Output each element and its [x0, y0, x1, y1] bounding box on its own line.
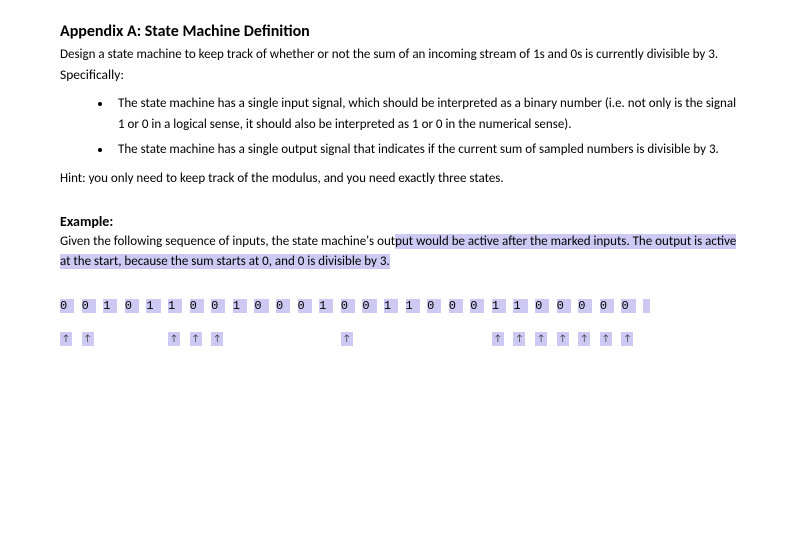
output-marker-cell: ↑ — [341, 327, 363, 343]
sequence-bit: 0 — [362, 298, 384, 314]
sequence-bit: 0 — [470, 298, 492, 314]
output-marker-cell — [406, 327, 428, 343]
intro-text-tail: Specifically: — [60, 66, 124, 83]
output-marker-cell — [319, 327, 341, 343]
appendix-title: Appendix A: State Machine Definition — [60, 22, 738, 41]
active-marker-icon: ↑ — [557, 332, 569, 346]
sequence-bit: 1 — [103, 298, 125, 314]
output-marker-cell — [125, 327, 147, 343]
active-marker-icon: ↑ — [60, 332, 72, 346]
sequence-bit: 0 — [341, 298, 363, 314]
sequence-bit: 1 — [513, 298, 535, 314]
sequence-bit: 0 — [621, 298, 643, 314]
sequence-bit: 1 — [384, 298, 406, 314]
output-marker-cell — [449, 327, 471, 343]
sequence-bit: 0 — [298, 298, 320, 314]
output-marker-cell — [103, 327, 125, 343]
output-marker-cell — [643, 327, 665, 343]
sequence-bit: 0 — [211, 298, 233, 314]
output-marker-cell — [470, 327, 492, 343]
sequence-bit: 0 — [427, 298, 449, 314]
sequence-bit: 0 — [276, 298, 298, 314]
output-marker-cell: ↑ — [600, 327, 622, 343]
sequence-bit: 0 — [60, 298, 82, 314]
intro-text-plain: Design a state machine to keep track of … — [60, 47, 718, 62]
output-marker-cell: ↑ — [621, 327, 643, 343]
sequence-bit: 1 — [406, 298, 428, 314]
sequence-bit: 1 — [146, 298, 168, 314]
output-marker-cell — [384, 327, 406, 343]
sequence-bit: 0 — [557, 298, 579, 314]
input-sequence-row: 001011001000100110001100000 — [60, 298, 738, 317]
sequence-bit: 0 — [600, 298, 622, 314]
sequence-bit: 1 — [492, 298, 514, 314]
output-marker-cell: ↑ — [557, 327, 579, 343]
active-marker-icon: ↑ — [341, 332, 353, 346]
output-marker-cell: ↑ — [82, 327, 104, 343]
active-marker-icon: ↑ — [82, 332, 94, 346]
sequence-bit: 0 — [125, 298, 147, 314]
sequence-bit: 0 — [190, 298, 212, 314]
bullet-item: The state machine has a single input sig… — [112, 94, 738, 136]
example-text-pre: Given the following sequence of inputs, … — [60, 234, 395, 249]
bullet-list: The state machine has a single input sig… — [60, 94, 738, 160]
sequence-bit: 0 — [449, 298, 471, 314]
output-marker-cell: ↑ — [168, 327, 190, 343]
output-marker-cell: ↑ — [578, 327, 600, 343]
sequence-bit: 0 — [254, 298, 276, 314]
sequence-bit — [643, 298, 665, 314]
sequence-bit: 0 — [82, 298, 104, 314]
sequence-bit: 1 — [168, 298, 190, 314]
output-marker-cell — [276, 327, 298, 343]
output-marker-cell — [254, 327, 276, 343]
active-marker-icon: ↑ — [190, 332, 202, 346]
active-marker-icon: ↑ — [168, 332, 180, 346]
output-marker-cell: ↑ — [535, 327, 557, 343]
output-marker-cell — [298, 327, 320, 343]
output-marker-cell: ↑ — [190, 327, 212, 343]
sequence-bit: 0 — [578, 298, 600, 314]
output-marker-row: ↑ ↑ ↑ ↑ ↑ ↑ ↑ ↑ ↑ ↑ ↑ ↑ ↑ — [60, 327, 738, 346]
output-marker-cell — [427, 327, 449, 343]
output-marker-cell — [146, 327, 168, 343]
example-paragraph: Given the following sequence of inputs, … — [60, 232, 738, 272]
active-marker-icon: ↑ — [211, 332, 223, 346]
hint-text: Hint: you only need to keep track of the… — [60, 169, 738, 189]
active-marker-icon: ↑ — [621, 332, 633, 346]
active-marker-icon: ↑ — [535, 332, 547, 346]
output-marker-cell — [362, 327, 384, 343]
active-marker-icon: ↑ — [513, 332, 525, 346]
example-heading: Example: — [60, 213, 738, 230]
output-marker-cell: ↑ — [60, 327, 82, 343]
output-marker-cell: ↑ — [513, 327, 535, 343]
intro-paragraph: Design a state machine to keep track of … — [60, 45, 738, 86]
bullet-item: The state machine has a single output si… — [112, 140, 738, 161]
output-marker-cell: ↑ — [211, 327, 233, 343]
sequence-bit: 0 — [535, 298, 557, 314]
output-marker-cell — [233, 327, 255, 343]
output-marker-cell: ↑ — [492, 327, 514, 343]
active-marker-icon: ↑ — [578, 332, 590, 346]
active-marker-icon: ↑ — [492, 332, 504, 346]
active-marker-icon: ↑ — [600, 332, 612, 346]
sequence-bit: 1 — [319, 298, 341, 314]
sequence-bit: 1 — [233, 298, 255, 314]
